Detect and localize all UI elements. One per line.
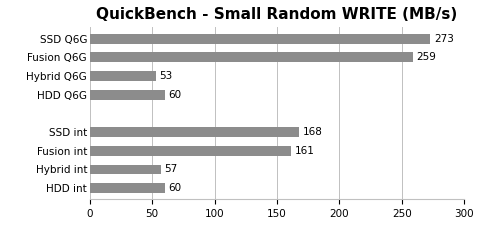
Title: QuickBench - Small Random WRITE (MB/s): QuickBench - Small Random WRITE (MB/s) — [96, 7, 458, 22]
Text: 273: 273 — [434, 34, 454, 44]
Bar — [90, 90, 165, 100]
Text: 60: 60 — [168, 90, 182, 100]
Bar — [90, 127, 299, 137]
Bar — [90, 164, 161, 174]
Bar — [90, 71, 156, 81]
Bar — [90, 52, 413, 62]
Text: 168: 168 — [303, 127, 323, 137]
Text: 259: 259 — [417, 52, 437, 62]
Bar — [90, 183, 165, 193]
Text: 57: 57 — [165, 164, 178, 174]
Text: 53: 53 — [160, 71, 173, 81]
Text: 60: 60 — [168, 183, 182, 193]
Text: 161: 161 — [294, 146, 314, 156]
Bar — [90, 146, 290, 155]
Bar — [90, 34, 430, 44]
